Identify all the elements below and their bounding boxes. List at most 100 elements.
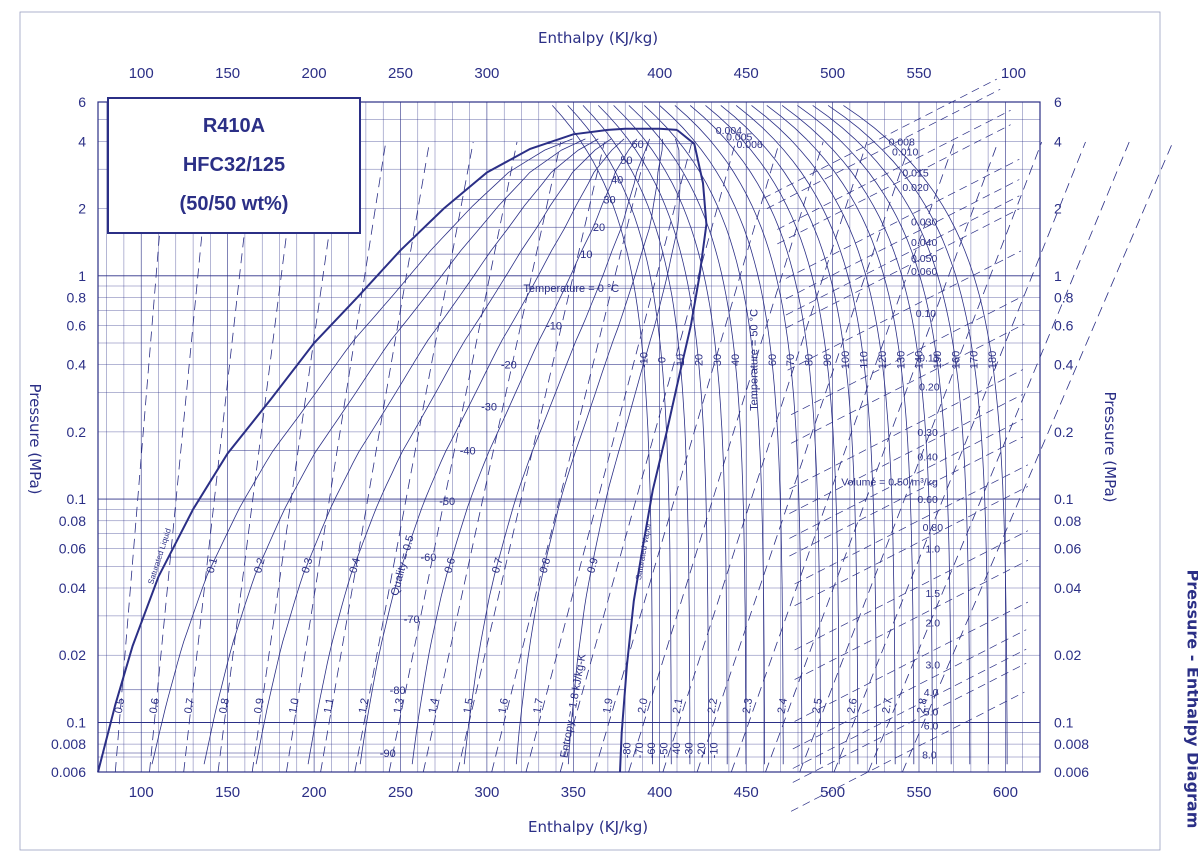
y-tick-label-right: 0.08 [1054, 513, 1081, 529]
entropy-line [149, 141, 212, 773]
quality-line [203, 138, 586, 765]
y-tick-label-right: 0.1 [1054, 491, 1074, 507]
entropy-line [594, 141, 780, 773]
critical-point-curve [607, 127, 678, 131]
volume-label: 0.010 [892, 147, 918, 159]
diagram-title: Pressure - Enthalpy Diagram [1183, 569, 1198, 829]
superheat-temp-label: 60 [767, 354, 779, 366]
saturated-vapor-curve [619, 129, 708, 773]
right-axis-title: Pressure (MPa) [1101, 391, 1119, 503]
entropy-label: 1.9 [601, 697, 615, 714]
refrigerant-composition: HFC32/125 [182, 154, 286, 176]
quality-label: 0.9 [585, 557, 601, 575]
x-tick-label-bottom: 200 [302, 784, 327, 801]
low-temp-label: -30 [684, 742, 696, 758]
volume-label: 2.0 [926, 618, 941, 630]
y-tick-label-left: 0.2 [67, 424, 87, 440]
superheat-isotherm [598, 105, 709, 765]
x-tick-label-bottom: 450 [734, 784, 759, 801]
superheat-isotherm [613, 105, 728, 765]
superheat-temp-label: -10 [638, 352, 650, 368]
entropy-label: 0.9 [252, 697, 266, 714]
volume-label: 5.0 [924, 706, 939, 718]
y-tick-label-right: 0.02 [1054, 647, 1081, 663]
top-axis-title: Enthalpy (KJ/kg) [538, 29, 659, 47]
entropy-label: 1.2 [357, 697, 371, 714]
saturated-vapor-label: Saturated Vapor [634, 522, 653, 581]
x-tick-label-top: 450 [734, 65, 759, 82]
entropy-label: 1.0 [287, 697, 301, 714]
entropy-line [662, 141, 868, 773]
volume-label: 0.20 [919, 381, 940, 393]
x-tick-label-bottom: 150 [215, 784, 240, 801]
entropy-line [867, 141, 1130, 773]
y-tick-label-left: 0.4 [67, 357, 87, 373]
superheat-temp-label: 110 [859, 351, 871, 369]
x-tick-label-top: 200 [302, 65, 327, 82]
x-tick-label-top: 250 [388, 65, 413, 82]
quality-label: 0.1 [205, 557, 221, 575]
isotherm-label: -60 [420, 552, 436, 564]
low-temp-label: -60 [646, 742, 658, 758]
superheat-isotherm [766, 105, 915, 765]
curve-layer [97, 78, 1174, 812]
volume-label: 3.0 [926, 659, 941, 671]
x-tick-label-bottom: 350 [561, 784, 586, 801]
y-tick-label-left: 0.6 [67, 317, 87, 333]
superheat-isotherm [644, 105, 765, 765]
superheat-isotherm [781, 105, 933, 765]
entropy-label: 2.3 [741, 697, 755, 714]
isotherm-label: -10 [546, 320, 562, 332]
volume-label: 1.5 [926, 588, 941, 600]
volume-label: 0.006 [736, 139, 762, 151]
superheat-isotherm [812, 105, 971, 765]
volume-label: 6.0 [924, 720, 939, 732]
superheat-temp-label: 180 [987, 351, 999, 369]
low-temp-label: -40 [671, 742, 683, 758]
y-tick-label-right: 0.2 [1054, 424, 1074, 440]
entropy-label: 1.1 [322, 697, 336, 714]
entropy-line [114, 141, 168, 773]
superheat-temp-label: 40 [730, 354, 742, 366]
x-tick-label-top: 300 [474, 65, 499, 82]
quality-line [515, 138, 663, 765]
volume-line [794, 486, 1029, 607]
volume-line [792, 662, 1027, 783]
y-tick-label-right: 0.6 [1054, 317, 1074, 333]
volume-label: 0.30 [917, 427, 938, 439]
isotherm-label: 60 [632, 139, 644, 151]
entropy-line [902, 141, 1174, 773]
quality-label: 0.6 [443, 557, 459, 575]
left-axis-title: Pressure (MPa) [26, 383, 44, 495]
entropy-line [765, 141, 999, 773]
volume-label: 0.60 [917, 494, 938, 506]
volume-label: 0.050 [911, 253, 937, 265]
y-tick-label-right: 0.04 [1054, 580, 1081, 596]
volume-line [766, 88, 1001, 209]
y-tick-label-right: 0.006 [1054, 764, 1089, 780]
y-tick-label-left: 0.008 [51, 736, 86, 752]
y-tick-label-right: 0.8 [1054, 289, 1074, 305]
low-temp-label: -80 [621, 742, 633, 758]
bottom-axis-title: Enthalpy (KJ/kg) [528, 818, 649, 836]
quality-label: 0.4 [347, 557, 363, 575]
y-tick-label-left: 1 [78, 268, 86, 284]
superheat-temp-label: 150 [932, 351, 944, 369]
volume-line [792, 648, 1027, 769]
y-tick-label-left: 0.08 [59, 513, 86, 529]
y-tick-label-right: 0.4 [1054, 357, 1074, 373]
x-tick-label-top: 100 [1001, 65, 1026, 82]
superheat-isotherm [689, 105, 821, 765]
volume-label: 8.0 [922, 749, 937, 761]
superheat-temp-label: 160 [950, 351, 962, 369]
low-temp-label: -70 [634, 742, 646, 758]
entropy-label: 1.7 [531, 697, 545, 714]
y-tick-label-right: 6 [1054, 94, 1062, 110]
volume-label: 0.10 [916, 308, 937, 320]
volume-line [789, 394, 1023, 514]
entropy-line [525, 141, 693, 773]
superheat-temp-label: 10 [675, 354, 687, 366]
volume-line [794, 530, 1029, 651]
entropy-label: 2.5 [810, 697, 824, 714]
